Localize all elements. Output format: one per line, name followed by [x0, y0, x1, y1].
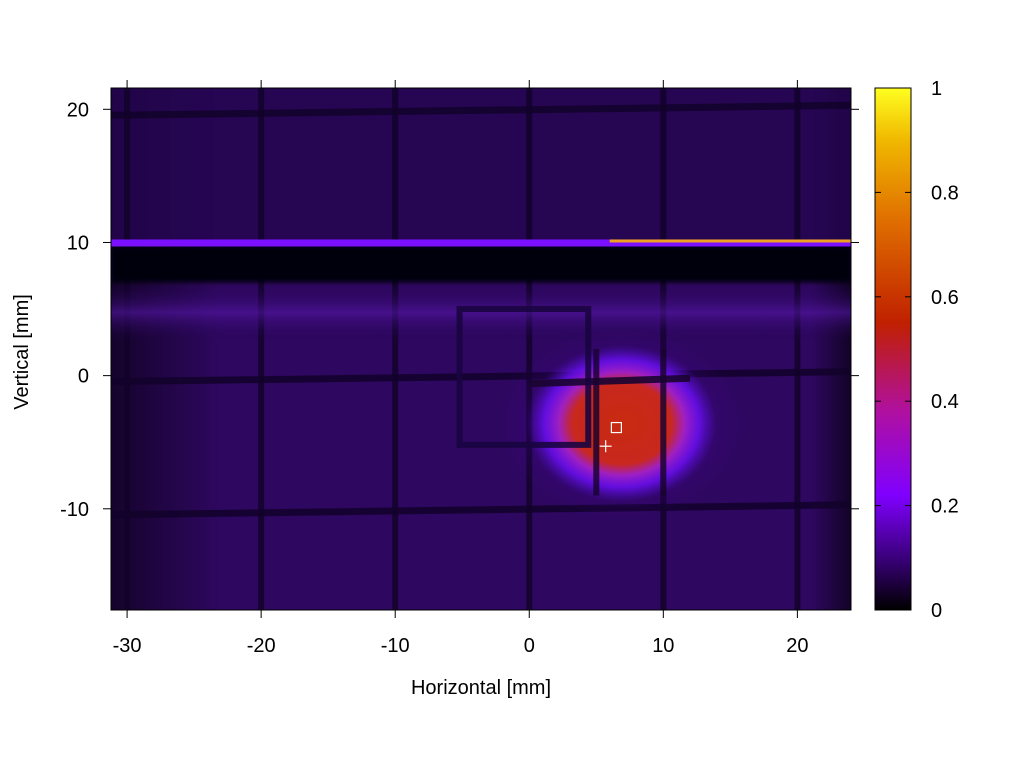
colorbar-tick-label: 0.2 [931, 496, 959, 518]
y-tick-label: 10 [67, 232, 89, 254]
gridline-horizontal [111, 101, 851, 119]
marker-square [610, 421, 622, 434]
spot-gap-line [593, 349, 600, 496]
dark-horizontal-band [111, 245, 851, 283]
colorbar: 0 0.2 0.4 0.6 0.8 1 [874, 78, 959, 622]
gridline-vertical [794, 88, 801, 610]
axis-ticks [103, 80, 859, 618]
bright-horizontal-line-right [609, 239, 851, 243]
bright-band-glow [111, 282, 851, 343]
bright-horizontal-line [111, 239, 851, 247]
frame-box [456, 306, 592, 448]
gridline-vertical [526, 88, 533, 610]
marker-plus [599, 440, 612, 453]
y-tick-labels: -10 0 10 20 [60, 99, 89, 520]
colorbar-gradient [874, 87, 912, 611]
colorbar-tick-label: 1 [931, 78, 942, 100]
y-axis-label: Vertical [mm] [11, 294, 33, 410]
y-tick-label: -10 [60, 499, 89, 521]
heatmap-plot-area [111, 88, 851, 610]
x-axis-label: Horizontal [mm] [411, 677, 551, 699]
gridline-vertical [124, 88, 131, 610]
x-tick-label: -30 [113, 635, 142, 657]
gridline-horizontal [111, 368, 851, 386]
gridline-vertical [258, 88, 265, 610]
x-tick-labels: -30 -20 -10 0 10 20 [113, 635, 809, 657]
gridline-vertical [392, 88, 399, 610]
gridline-horizontal [111, 501, 851, 519]
beam-spot-gaps [529, 349, 691, 496]
x-tick-label: 0 [524, 635, 535, 657]
x-tick-label: -10 [381, 635, 410, 657]
colorbar-tick-label: 0.4 [931, 391, 959, 413]
x-tick-label: 10 [652, 635, 674, 657]
colorbar-ticks: 0 0.2 0.4 0.6 0.8 1 [875, 78, 959, 622]
spot-gap-line [660, 349, 667, 496]
colorbar-tick-label: 0.6 [931, 287, 959, 309]
x-tick-label: 20 [786, 635, 808, 657]
spot-gap-line [529, 374, 691, 388]
x-tick-label: -20 [247, 635, 276, 657]
y-tick-label: 20 [67, 99, 89, 121]
colorbar-tick-label: 0 [931, 600, 942, 622]
markers [599, 421, 622, 453]
colorbar-tick-label: 0.8 [931, 182, 959, 204]
y-tick-label: 0 [78, 366, 89, 388]
plot-border [110, 87, 852, 611]
